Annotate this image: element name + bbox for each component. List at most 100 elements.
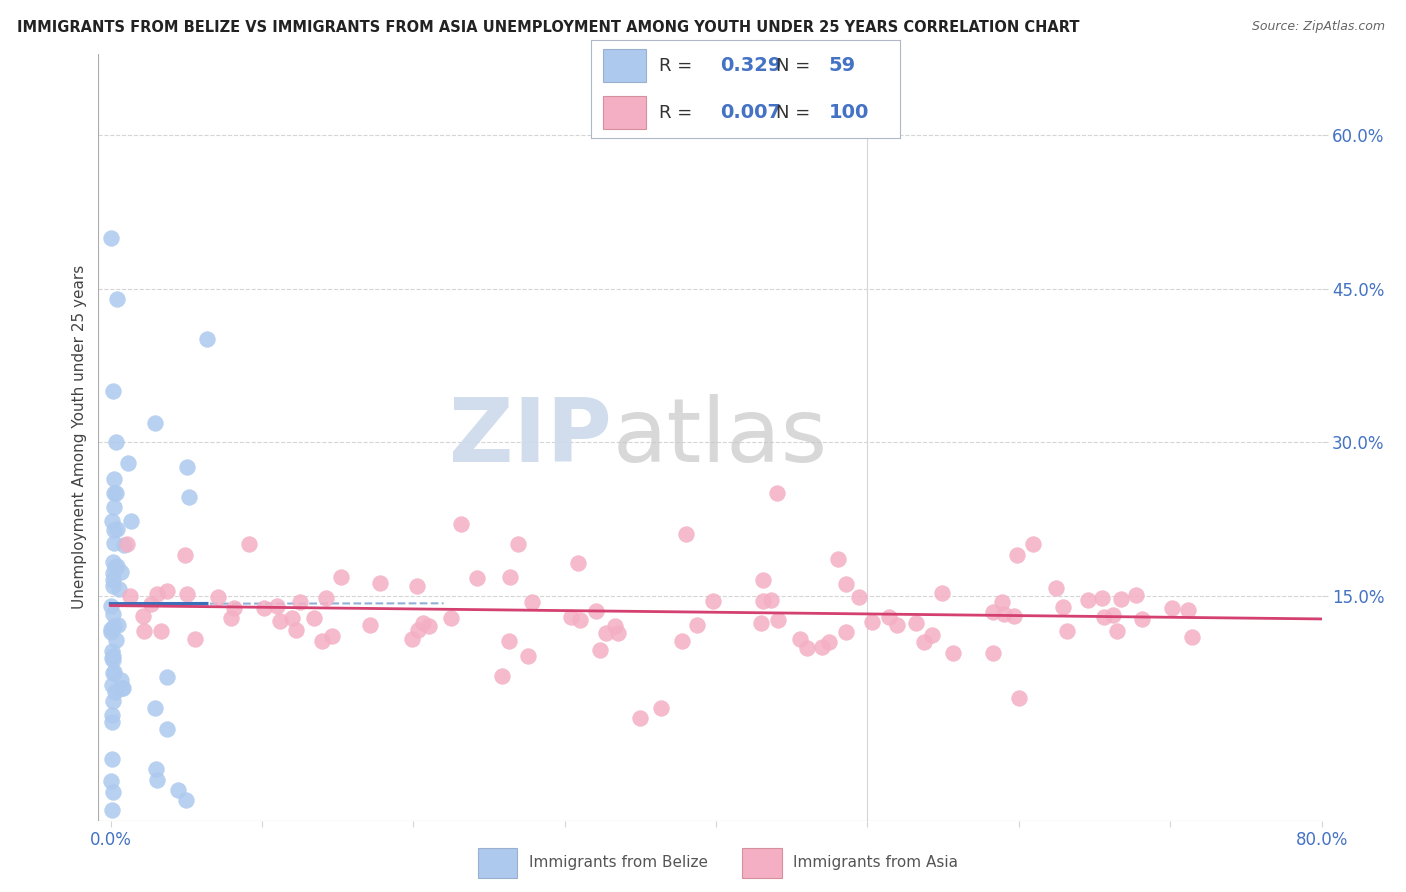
- Point: [103, 607, 125, 622]
- Point: [117, 456, 139, 470]
- Point: [440, 610, 463, 624]
- Point: [105, 435, 128, 450]
- Point: [921, 628, 943, 642]
- Point: [761, 593, 783, 607]
- Point: [139, 597, 162, 611]
- Text: R =: R =: [658, 103, 697, 121]
- Point: [103, 619, 125, 633]
- Point: [207, 590, 229, 604]
- Point: [766, 613, 789, 627]
- Point: [101, 644, 124, 658]
- Point: [107, 292, 129, 306]
- Point: [104, 685, 127, 699]
- Point: [702, 593, 724, 607]
- Point: [912, 635, 935, 649]
- Point: [1004, 608, 1026, 623]
- Point: [103, 486, 125, 500]
- Point: [101, 651, 124, 665]
- Point: [848, 591, 870, 605]
- Point: [368, 575, 391, 590]
- Point: [752, 594, 775, 608]
- Point: [143, 416, 166, 430]
- Point: [585, 604, 607, 618]
- Point: [103, 665, 125, 680]
- Point: [101, 785, 124, 799]
- Point: [1005, 548, 1028, 562]
- Point: [179, 491, 201, 505]
- Point: [290, 595, 312, 609]
- Text: R =: R =: [658, 57, 697, 75]
- Point: [156, 670, 179, 684]
- Point: [330, 570, 353, 584]
- Text: 0.007: 0.007: [720, 103, 782, 122]
- Point: [827, 551, 849, 566]
- Point: [104, 485, 127, 500]
- Point: [176, 587, 198, 601]
- Text: 59: 59: [828, 56, 856, 75]
- Point: [817, 635, 839, 649]
- Point: [173, 548, 195, 562]
- Point: [150, 624, 173, 638]
- Point: [101, 694, 124, 708]
- Point: [156, 722, 179, 736]
- Text: IMMIGRANTS FROM BELIZE VS IMMIGRANTS FROM ASIA UNEMPLOYMENT AMONG YOUTH UNDER 25: IMMIGRANTS FROM BELIZE VS IMMIGRANTS FRO…: [17, 20, 1080, 35]
- Point: [628, 711, 651, 725]
- Point: [101, 384, 124, 398]
- Text: ZIP: ZIP: [450, 393, 612, 481]
- Point: [835, 625, 858, 640]
- Point: [132, 624, 155, 638]
- Point: [110, 673, 132, 687]
- Point: [100, 804, 122, 818]
- Point: [167, 783, 190, 797]
- Point: [145, 763, 167, 777]
- Point: [145, 587, 167, 601]
- Text: N =: N =: [776, 57, 815, 75]
- Point: [1052, 600, 1074, 615]
- Point: [174, 793, 197, 807]
- Point: [101, 574, 124, 588]
- Point: [103, 472, 125, 486]
- Text: Immigrants from Asia: Immigrants from Asia: [793, 855, 957, 870]
- Point: [450, 516, 472, 531]
- Point: [111, 681, 134, 695]
- Point: [1091, 591, 1114, 606]
- Text: Source: ZipAtlas.com: Source: ZipAtlas.com: [1251, 20, 1385, 33]
- Point: [765, 486, 787, 500]
- Point: [1056, 624, 1078, 639]
- Point: [675, 527, 697, 541]
- Point: [132, 608, 155, 623]
- Point: [120, 515, 142, 529]
- Point: [877, 610, 900, 624]
- Point: [860, 615, 883, 630]
- Point: [506, 537, 529, 551]
- Point: [100, 599, 122, 614]
- Point: [104, 632, 127, 647]
- Point: [1160, 600, 1182, 615]
- Point: [103, 579, 125, 593]
- Point: [498, 570, 520, 584]
- Point: [100, 230, 122, 244]
- Point: [311, 633, 333, 648]
- Point: [671, 633, 693, 648]
- Point: [184, 632, 207, 646]
- Point: [498, 634, 520, 648]
- Point: [103, 500, 125, 514]
- FancyBboxPatch shape: [742, 847, 782, 878]
- Point: [101, 653, 124, 667]
- Point: [107, 582, 129, 597]
- Point: [406, 623, 429, 637]
- Point: [412, 615, 434, 630]
- Point: [145, 701, 167, 715]
- Point: [111, 681, 134, 695]
- Point: [886, 618, 908, 632]
- Point: [752, 573, 775, 587]
- Point: [304, 610, 326, 624]
- Point: [789, 632, 811, 647]
- Point: [253, 601, 276, 615]
- Point: [904, 615, 927, 630]
- Point: [516, 649, 538, 664]
- Point: [222, 601, 245, 615]
- Point: [1045, 581, 1067, 595]
- Point: [1022, 537, 1045, 551]
- Point: [981, 646, 1004, 660]
